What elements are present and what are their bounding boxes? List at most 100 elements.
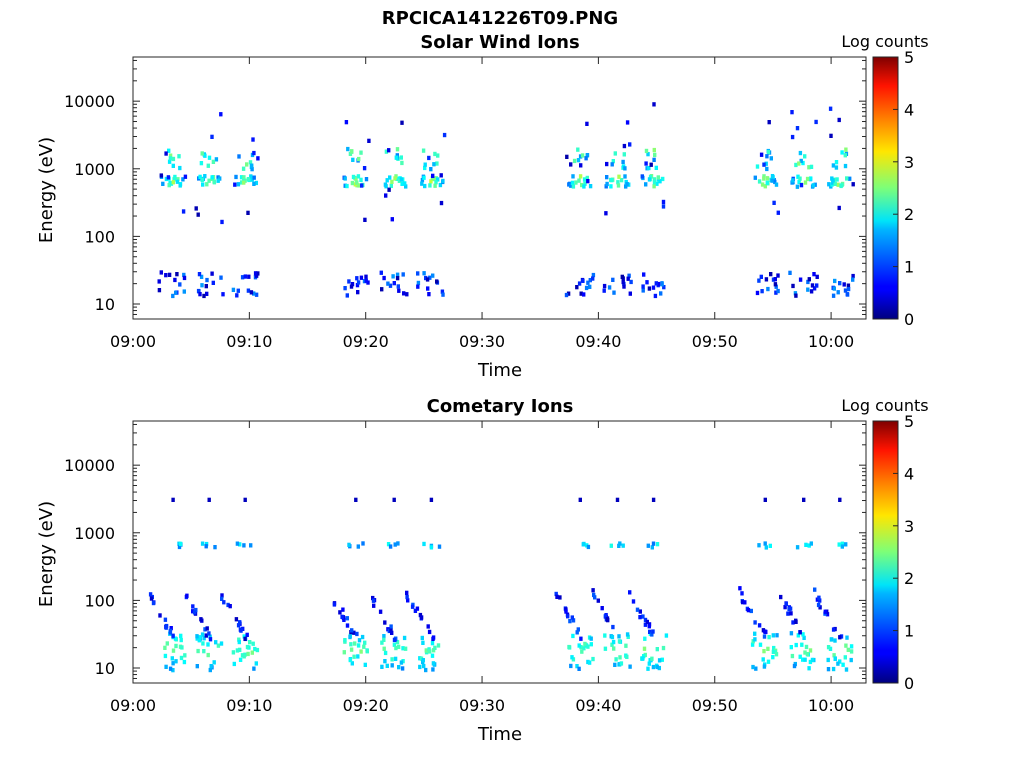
spectrogram-cell	[421, 148, 426, 153]
spectrogram-cell	[174, 643, 178, 649]
spectrogram-cell	[622, 152, 626, 157]
spectrogram-cell	[833, 278, 837, 284]
spectrogram-cell	[760, 182, 765, 187]
spectrogram-cell	[195, 634, 199, 639]
spectrogram-cell	[602, 283, 607, 289]
spectrogram-cell	[355, 276, 359, 281]
spectrogram-cell	[248, 640, 252, 645]
spectrogram-cell	[231, 650, 236, 655]
spectrogram-cell	[159, 270, 163, 275]
spectrogram-cell	[402, 291, 406, 296]
spectrogram-cell	[210, 134, 214, 139]
spectrogram-cell	[803, 657, 807, 662]
spectrogram-cell	[425, 277, 430, 282]
spectrogram-cell	[220, 219, 224, 225]
spectrogram-cell	[161, 181, 165, 186]
spectrogram-cell	[253, 646, 257, 652]
spectrogram-cells	[148, 497, 854, 673]
spectrogram-cell	[241, 166, 246, 171]
spectrogram-cell	[623, 166, 627, 171]
spectrogram-cell	[765, 176, 770, 181]
spectrogram-cell	[356, 290, 360, 295]
spectrogram-cell	[795, 126, 800, 131]
spectrogram-cell	[220, 593, 224, 598]
spectrogram-cell	[831, 163, 836, 168]
spectrogram-cell	[345, 623, 350, 628]
spectrogram-cell	[809, 176, 813, 181]
spectrogram-cell	[823, 609, 827, 614]
spectrogram-cell	[387, 148, 391, 153]
spectrogram-cell	[840, 544, 844, 549]
spectrogram-cell	[391, 274, 395, 279]
spectrogram-cell	[250, 650, 254, 655]
spectrogram-cell	[394, 645, 398, 651]
spectrogram-cell	[207, 631, 211, 636]
spectrogram-cell	[641, 288, 645, 293]
spectrogram-cell	[753, 620, 757, 625]
spectrogram-cell	[641, 614, 645, 619]
spectrogram-cell	[366, 280, 370, 285]
y-tick-label: 10000	[64, 456, 115, 475]
spectrogram-cell	[360, 634, 365, 640]
spectrogram-cell	[171, 163, 175, 168]
spectrogram-cell	[763, 629, 767, 634]
spectrogram-cell	[803, 180, 808, 185]
spectrogram-cell	[812, 286, 817, 291]
spectrogram-cell	[610, 642, 614, 647]
spectrogram-cell	[585, 153, 590, 158]
spectrogram-cell	[238, 627, 243, 632]
spectrogram-cell	[205, 182, 209, 187]
spectrogram-cell	[749, 608, 753, 614]
spectrogram-cell	[576, 627, 580, 632]
spectrogram-cell	[208, 637, 213, 642]
spectrogram-cell	[430, 641, 435, 646]
spectrogram-cell	[603, 633, 607, 638]
spectrogram-cell	[238, 620, 242, 625]
spectrogram-cell	[615, 497, 620, 502]
spectrogram-cell	[611, 159, 615, 164]
spectrogram-cell	[433, 183, 437, 188]
spectrogram-cell	[196, 212, 200, 217]
spectrogram-cell	[357, 183, 361, 188]
spectrogram-cell	[848, 176, 852, 181]
spectrogram-cell	[807, 165, 811, 170]
spectrogram-cell	[591, 276, 595, 281]
spectrogram-cell	[602, 288, 606, 293]
spectrogram-cell	[179, 633, 183, 638]
spectrogram-cell	[201, 641, 205, 646]
spectrogram-cell	[757, 179, 762, 184]
spectrogram-cell	[771, 649, 776, 654]
spectrogram-cell	[164, 623, 169, 629]
spectrogram-cell	[422, 271, 426, 276]
spectrogram-cell	[776, 210, 780, 215]
y-tick-label: 10	[95, 295, 115, 314]
spectrogram-cell	[572, 158, 577, 164]
spectrogram-cell	[652, 180, 657, 185]
x-axis-label: Time	[477, 360, 522, 381]
spectrogram-cell	[851, 277, 855, 282]
x-tick-label: 09:20	[343, 696, 389, 715]
spectrogram-cell	[845, 176, 849, 181]
spectrogram-cell	[235, 648, 240, 653]
spectrogram-cell	[791, 178, 795, 183]
spectrogram-cell	[246, 288, 251, 293]
spectrogram-cell	[642, 654, 646, 659]
spectrogram-cell	[656, 175, 660, 180]
spectrogram-cell	[786, 611, 790, 616]
spectrogram-cell	[431, 635, 436, 640]
x-axis-label: Time	[477, 724, 522, 745]
spectrogram-cell	[593, 595, 597, 600]
spectrogram-cell	[431, 173, 435, 178]
spectrogram-cell	[235, 293, 239, 298]
spectrogram-cell	[240, 180, 244, 185]
spectrogram-cell	[423, 183, 427, 189]
spectrogram-cell	[419, 656, 424, 661]
spectrogram-cell	[585, 175, 589, 181]
spectrogram-cell	[173, 636, 178, 641]
colorbar-tick-label: 0	[904, 310, 914, 329]
spectrogram-cell	[610, 634, 615, 640]
spectrogram-cell	[586, 644, 590, 649]
spectrogram-cell	[846, 283, 851, 288]
spectrogram-cell	[661, 199, 666, 205]
spectrogram-cell	[372, 603, 376, 608]
